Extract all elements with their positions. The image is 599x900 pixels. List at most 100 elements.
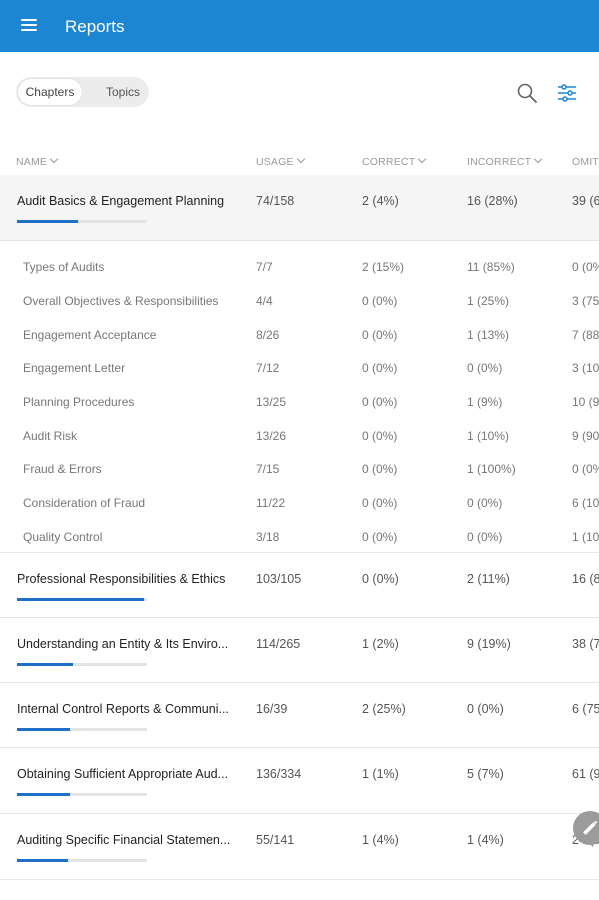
topic-row[interactable]: Types of Audits 7/7 2 (15%) 11 (85%) 0 (… (0, 249, 599, 283)
topic-incorrect: 0 (0%) (467, 361, 503, 375)
topic-omit: 0 (0% (572, 260, 599, 274)
topic-correct: 0 (0%) (362, 462, 398, 476)
column-header-name[interactable]: NAME (16, 154, 59, 168)
chapter-name: Audit Basics & Engagement Planning (17, 194, 225, 208)
chapter-incorrect: 0 (0%) (467, 702, 504, 716)
chapter-row[interactable]: Audit Basics & Engagement Planning 74/15… (0, 175, 599, 241)
chapter-progress-bar (17, 859, 147, 862)
search-icon[interactable] (516, 82, 538, 104)
tab-topics[interactable]: Topics (105, 85, 140, 99)
topic-usage: 8/26 (256, 328, 280, 342)
progress-fill (17, 598, 145, 601)
topic-row[interactable]: Engagement Letter 7/12 0 (0%) 0 (0%) 3 (… (0, 350, 599, 384)
topic-omit: 10 (9 (572, 395, 599, 409)
topic-usage: 13/26 (256, 429, 287, 443)
chapter-name: Professional Responsibilities & Ethics (17, 572, 226, 586)
chapter-omit: 16 (8 (572, 572, 599, 586)
column-label-usage: USAGE (256, 156, 294, 168)
chapter-correct: 2 (25%) (362, 702, 406, 716)
topic-correct: 0 (0%) (362, 361, 398, 375)
topic-name: Types of Audits (23, 260, 105, 274)
sliders-icon[interactable] (556, 82, 578, 104)
topic-usage: 4/4 (256, 294, 273, 308)
chapter-incorrect: 2 (11%) (467, 572, 510, 586)
pencil-icon (583, 820, 598, 835)
chapter-correct: 1 (4%) (362, 833, 399, 847)
chapter-name: Obtaining Sufficient Appropriate Aud... (17, 767, 229, 781)
topic-row[interactable]: Overall Objectives & Responsibilities 4/… (0, 283, 599, 317)
topic-usage: 11/22 (256, 496, 286, 510)
chapter-row[interactable]: Understanding an Entity & Its Enviro... … (0, 618, 599, 683)
chapter-name: Auditing Specific Financial Statemen... (17, 833, 231, 847)
topic-correct: 0 (0%) (362, 496, 398, 510)
topic-omit: 6 (10 (572, 496, 599, 510)
column-label-name: NAME (16, 156, 48, 168)
topic-name: Audit Risk (23, 429, 78, 443)
topic-usage: 3/18 (256, 530, 280, 544)
topic-correct: 2 (15%) (362, 260, 405, 274)
chapter-correct: 1 (2%) (362, 637, 399, 651)
chapter-incorrect: 5 (7%) (467, 767, 504, 781)
column-header-correct[interactable]: CORRECT (362, 154, 427, 168)
chapter-usage: 136/334 (256, 767, 302, 781)
topic-omit: 7 (88 (572, 328, 599, 342)
chapter-row[interactable]: Auditing Specific Financial Statemen... … (0, 814, 599, 880)
topic-row[interactable]: Consideration of Fraud 11/22 0 (0%) 0 (0… (0, 485, 599, 519)
app-bar: Reports (0, 0, 599, 52)
chapter-progress-bar (17, 663, 147, 666)
chevron-down-icon (296, 154, 306, 164)
chapter-omit: 39 (6 (572, 194, 599, 208)
tab-chapters[interactable]: Chapters (18, 79, 82, 105)
column-header-incorrect[interactable]: INCORRECT (467, 154, 543, 168)
chapter-progress-bar (17, 728, 147, 731)
topic-usage: 13/25 (256, 395, 287, 409)
chapter-correct: 0 (0%) (362, 572, 399, 586)
column-header-omit[interactable]: OMIT (572, 156, 599, 168)
topic-correct: 0 (0%) (362, 294, 398, 308)
chapter-incorrect: 16 (28%) (467, 194, 518, 208)
chapter-usage: 103/105 (256, 572, 302, 586)
chapter-progress-bar (17, 220, 147, 223)
chevron-down-icon (49, 154, 59, 164)
column-header-usage[interactable]: USAGE (256, 154, 306, 168)
progress-fill (17, 859, 68, 862)
chapter-incorrect: 9 (19%) (467, 637, 511, 651)
chapter-usage: 16/39 (256, 702, 288, 716)
topic-row[interactable]: Planning Procedures 13/25 0 (0%) 1 (9%) … (0, 384, 599, 418)
progress-fill (17, 663, 73, 666)
chapter-name: Understanding an Entity & Its Enviro... (17, 637, 229, 651)
topic-correct: 0 (0%) (362, 530, 398, 544)
chevron-down-icon (418, 154, 427, 164)
topic-row[interactable]: Fraud & Errors 7/15 0 (0%) 1 (100%) 0 (0… (0, 451, 599, 485)
chapter-name: Internal Control Reports & Communi... (17, 702, 229, 716)
topic-incorrect: 1 (100%) (467, 462, 516, 476)
topic-usage: 7/15 (256, 462, 280, 476)
progress-fill (17, 793, 71, 796)
progress-fill (17, 220, 79, 223)
topic-row[interactable]: Quality Control 3/18 0 (0%) 0 (0%) 1 (10 (0, 519, 599, 553)
topic-incorrect: 1 (9%) (467, 395, 503, 409)
chapter-row[interactable]: Obtaining Sufficient Appropriate Aud... … (0, 748, 599, 814)
topic-incorrect: 0 (0%) (467, 496, 503, 510)
chapter-usage: 55/141 (256, 833, 295, 847)
chapter-omit: 6 (75 (572, 702, 599, 716)
column-label-omit: OMIT (572, 156, 599, 168)
topic-name: Engagement Acceptance (23, 328, 157, 342)
topic-row[interactable]: Audit Risk 13/26 0 (0%) 1 (10%) 9 (90 (0, 418, 599, 452)
topic-omit: 1 (10 (572, 530, 599, 544)
topic-incorrect: 1 (25%) (467, 294, 510, 308)
edit-fab[interactable] (573, 811, 599, 845)
chapter-row[interactable]: Professional Responsibilities & Ethics 1… (0, 552, 599, 618)
chapter-omit: 61 (9 (572, 767, 599, 781)
topic-incorrect: 1 (13%) (467, 328, 510, 342)
topic-omit: 3 (10 (572, 361, 599, 375)
chevron-down-icon (533, 154, 543, 164)
chapter-correct: 1 (1%) (362, 767, 399, 781)
topic-name: Consideration of Fraud (23, 496, 146, 510)
chapter-incorrect: 1 (4%) (467, 833, 504, 847)
menu-icon[interactable] (19, 16, 39, 36)
chapter-progress-bar (17, 598, 147, 601)
topic-row[interactable]: Engagement Acceptance 8/26 0 (0%) 1 (13%… (0, 317, 599, 351)
chapter-row[interactable]: Internal Control Reports & Communi... 16… (0, 683, 599, 748)
chapter-usage: 74/158 (256, 194, 295, 208)
